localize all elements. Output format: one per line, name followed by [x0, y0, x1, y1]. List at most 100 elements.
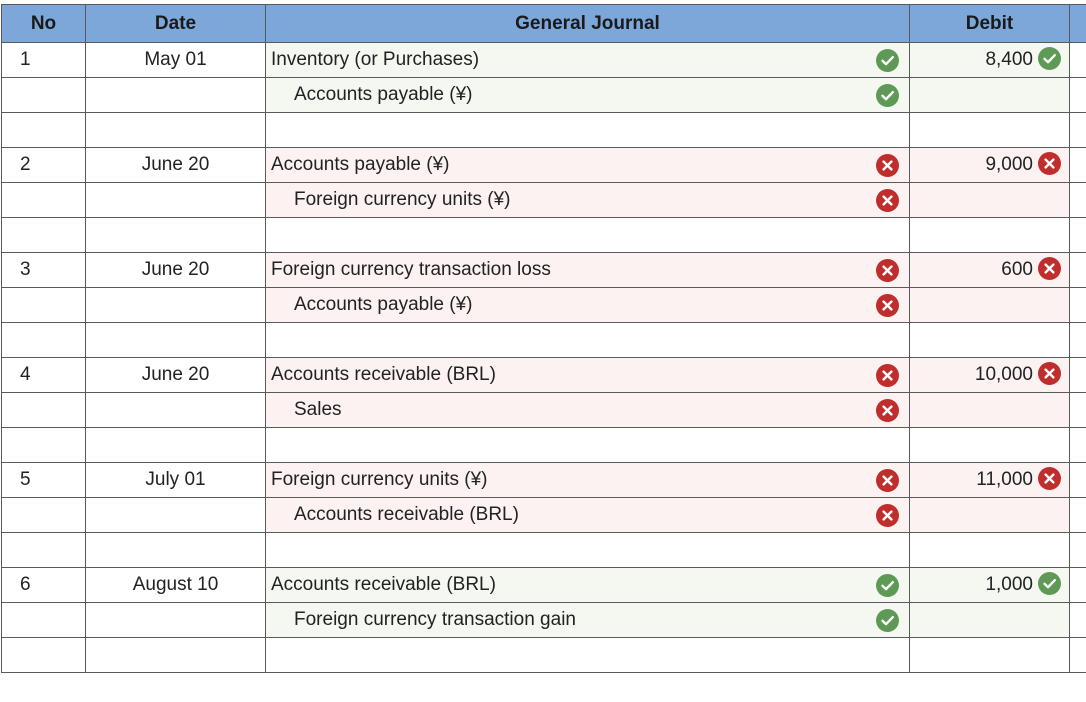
- credit-account-cell[interactable]: Accounts payable (¥): [265, 77, 910, 113]
- x-icon: [1038, 151, 1061, 175]
- entry-credit-row: Sales: [1, 392, 1086, 428]
- check-icon: [876, 573, 899, 597]
- x-icon: [876, 188, 899, 212]
- blank-cell: [1069, 322, 1086, 358]
- blank-row: [1, 322, 1086, 358]
- blank-cell: [85, 637, 266, 673]
- entry-debit-row: 4 June 20 Accounts receivable (BRL) 10,000: [1, 357, 1086, 393]
- blank-cell: [909, 427, 1070, 463]
- debit-account-cell[interactable]: Foreign currency transaction loss: [265, 252, 910, 288]
- debit-account: Accounts receivable (BRL): [271, 364, 496, 385]
- blank-cell: [265, 217, 910, 253]
- debit-amount-empty[interactable]: [909, 77, 1070, 113]
- entry-number: 4: [1, 357, 86, 393]
- extra-cell: [1069, 497, 1086, 533]
- debit-amount-cell[interactable]: 8,400: [909, 42, 1070, 78]
- debit-amount-cell[interactable]: 10,000: [909, 357, 1070, 393]
- blank-cell: [1069, 532, 1086, 568]
- debit-account: Foreign currency transaction loss: [271, 259, 551, 280]
- extra-cell: [1069, 567, 1086, 603]
- debit-amount-empty[interactable]: [909, 287, 1070, 323]
- debit-amount: 600: [1001, 259, 1033, 280]
- blank-cell: [1, 112, 86, 148]
- blank-row: [1, 217, 1086, 253]
- blank-cell: [1069, 112, 1086, 148]
- debit-account-cell[interactable]: Accounts receivable (BRL): [265, 567, 910, 603]
- blank-cell: [1069, 637, 1086, 673]
- entry-date: June 20: [85, 252, 266, 288]
- blank-cell: [1069, 217, 1086, 253]
- debit-amount-empty[interactable]: [909, 392, 1070, 428]
- credit-account: Accounts receivable (BRL): [294, 504, 519, 525]
- entry-number-empty: [1, 392, 86, 428]
- entry-date: June 20: [85, 147, 266, 183]
- credit-account-cell[interactable]: Accounts receivable (BRL): [265, 497, 910, 533]
- debit-amount: 9,000: [985, 154, 1033, 175]
- x-icon: [876, 293, 899, 317]
- blank-row: [1, 532, 1086, 568]
- extra-cell: [1069, 77, 1086, 113]
- blank-cell: [265, 637, 910, 673]
- header-row: No Date General Journal Debit: [1, 4, 1086, 43]
- blank-cell: [1069, 427, 1086, 463]
- entry-debit-row: 3 June 20 Foreign currency transaction los…: [1, 252, 1086, 288]
- debit-amount-cell[interactable]: 9,000: [909, 147, 1070, 183]
- debit-account-cell[interactable]: Accounts payable (¥): [265, 147, 910, 183]
- credit-account: Foreign currency transaction gain: [294, 609, 576, 630]
- header-debit: Debit: [909, 4, 1070, 43]
- debit-amount-cell[interactable]: 11,000: [909, 462, 1070, 498]
- x-icon: [1038, 466, 1061, 490]
- debit-amount-cell[interactable]: 600: [909, 252, 1070, 288]
- entry-date: May 01: [85, 42, 266, 78]
- blank-cell: [265, 112, 910, 148]
- blank-cell: [1, 532, 86, 568]
- debit-amount-cell[interactable]: 1,000: [909, 567, 1070, 603]
- blank-cell: [1, 322, 86, 358]
- debit-account: Accounts receivable (BRL): [271, 574, 496, 595]
- entry-date: July 01: [85, 462, 266, 498]
- entry-number-empty: [1, 77, 86, 113]
- blank-cell: [1, 427, 86, 463]
- extra-cell: [1069, 462, 1086, 498]
- credit-account-cell[interactable]: Foreign currency transaction gain: [265, 602, 910, 638]
- entry-date-empty: [85, 182, 266, 218]
- extra-cell: [1069, 42, 1086, 78]
- debit-account-cell[interactable]: Inventory (or Purchases): [265, 42, 910, 78]
- entry-number-empty: [1, 287, 86, 323]
- debit-amount-empty[interactable]: [909, 497, 1070, 533]
- entry-credit-row: Accounts payable (¥): [1, 77, 1086, 113]
- check-icon: [876, 608, 899, 632]
- credit-account-cell[interactable]: Foreign currency units (¥): [265, 182, 910, 218]
- entry-date-empty: [85, 497, 266, 533]
- debit-account-cell[interactable]: Accounts receivable (BRL): [265, 357, 910, 393]
- entry-date: June 20: [85, 357, 266, 393]
- header-no: No: [1, 4, 86, 43]
- blank-cell: [85, 532, 266, 568]
- debit-amount: 11,000: [976, 469, 1033, 490]
- x-icon: [1038, 361, 1061, 385]
- extra-cell: [1069, 357, 1086, 393]
- extra-cell: [1069, 147, 1086, 183]
- debit-amount-empty[interactable]: [909, 602, 1070, 638]
- x-icon: [876, 398, 899, 422]
- debit-amount: 10,000: [974, 364, 1033, 385]
- debit-account-cell[interactable]: Foreign currency units (¥): [265, 462, 910, 498]
- x-icon: [876, 363, 899, 387]
- credit-account-cell[interactable]: Sales: [265, 392, 910, 428]
- entry-number: 6: [1, 567, 86, 603]
- x-icon: [876, 258, 899, 282]
- extra-cell: [1069, 392, 1086, 428]
- blank-cell: [909, 637, 1070, 673]
- journal-table: No Date General Journal Debit 1 May 01 Inv…: [1, 4, 1086, 673]
- debit-amount: 1,000: [985, 574, 1033, 595]
- debit-amount-empty[interactable]: [909, 182, 1070, 218]
- entry-debit-row: 2 June 20 Accounts payable (¥) 9,000: [1, 147, 1086, 183]
- blank-cell: [85, 322, 266, 358]
- credit-account-cell[interactable]: Accounts payable (¥): [265, 287, 910, 323]
- check-icon: [876, 48, 899, 72]
- x-icon: [876, 153, 899, 177]
- blank-cell: [909, 532, 1070, 568]
- entry-date-empty: [85, 602, 266, 638]
- blank-row: [1, 112, 1086, 148]
- entry-date-empty: [85, 287, 266, 323]
